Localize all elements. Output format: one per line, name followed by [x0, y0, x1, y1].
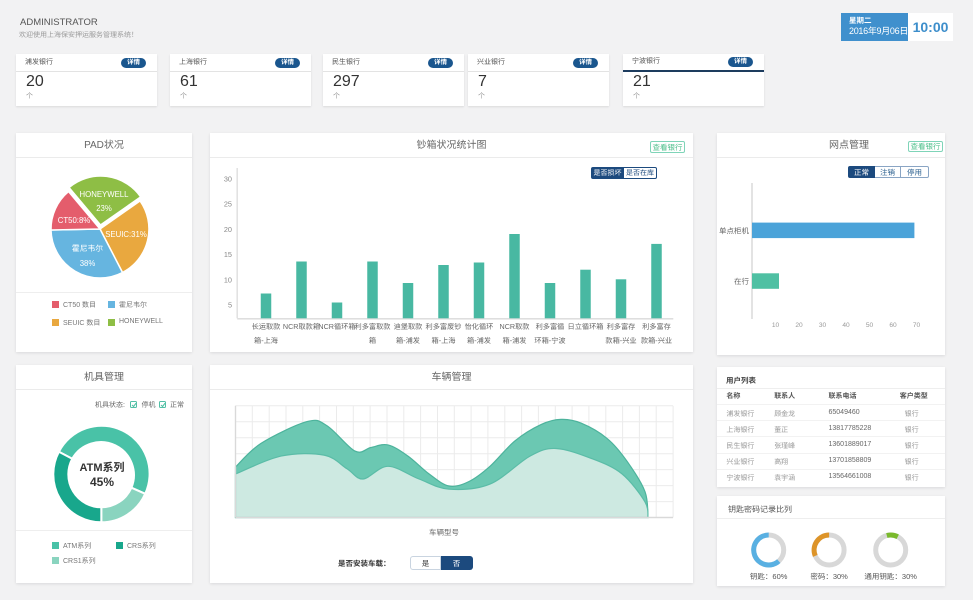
svg-text:在行: 在行: [734, 277, 749, 286]
svg-text:款箱-兴业: 款箱-兴业: [641, 336, 672, 345]
svg-text:NCR取款箱: NCR取款箱: [283, 322, 320, 331]
svg-text:利多富存: 利多富存: [607, 322, 636, 331]
svg-text:23%: 23%: [96, 204, 112, 213]
svg-text:38%: 38%: [80, 259, 96, 268]
svg-text:箱-浦发: 箱-浦发: [396, 336, 420, 345]
svg-text:怡化循环: 怡化循环: [465, 322, 494, 331]
svg-text:5: 5: [228, 301, 232, 310]
svg-text:20: 20: [224, 225, 232, 234]
svg-text:SEUIC:31%: SEUIC:31%: [105, 230, 147, 239]
svg-text:30: 30: [224, 175, 232, 184]
svg-text:霍尼韦尔: 霍尼韦尔: [72, 244, 103, 253]
svg-text:50: 50: [866, 322, 874, 329]
svg-text:长运取款: 长运取款: [252, 322, 281, 331]
svg-text:60: 60: [889, 322, 897, 329]
svg-text:箱-浦发: 箱-浦发: [503, 336, 527, 345]
svg-text:CT50:8%: CT50:8%: [58, 216, 91, 225]
svg-text:NCR取款: NCR取款: [500, 322, 530, 331]
svg-text:日立循环箱: 日立循环箱: [568, 322, 604, 331]
svg-text:NCR循环箱: NCR循环箱: [318, 322, 355, 331]
svg-text:10: 10: [224, 275, 232, 284]
svg-text:环箱-宁波: 环箱-宁波: [534, 336, 565, 345]
svg-text:20: 20: [795, 322, 803, 329]
svg-text:30: 30: [819, 322, 827, 329]
svg-text:10: 10: [772, 322, 780, 329]
svg-text:HONEYWELL: HONEYWELL: [80, 190, 130, 199]
svg-text:箱-上海: 箱-上海: [432, 336, 456, 345]
svg-text:45%: 45%: [90, 475, 114, 489]
svg-text:利多富循: 利多富循: [536, 322, 565, 331]
svg-text:箱-浦发: 箱-浦发: [467, 336, 491, 345]
svg-text:箱-上海: 箱-上海: [254, 336, 278, 345]
svg-text:利多富废钞: 利多富废钞: [426, 322, 462, 331]
svg-text:40: 40: [842, 322, 850, 329]
svg-text:款箱-兴业: 款箱-兴业: [605, 336, 636, 345]
svg-text:利多富取款: 利多富取款: [355, 322, 391, 331]
svg-text:单点柜机: 单点柜机: [719, 226, 749, 235]
svg-text:ATM系列: ATM系列: [79, 461, 124, 474]
svg-text:迪堡取款: 迪堡取款: [394, 322, 423, 331]
svg-text:15: 15: [224, 250, 232, 259]
svg-text:25: 25: [224, 200, 232, 209]
svg-text:70: 70: [913, 322, 921, 329]
svg-text:利多富存: 利多富存: [642, 322, 671, 331]
svg-text:箱: 箱: [369, 336, 376, 345]
